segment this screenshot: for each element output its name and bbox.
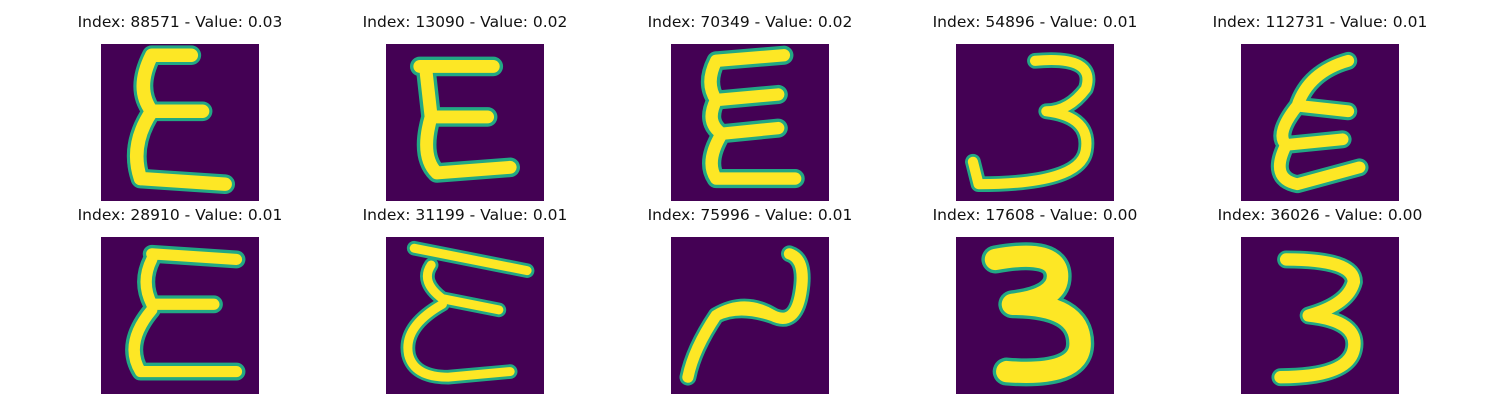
panel-title: Index: 28910 - Value: 0.01	[77, 206, 283, 224]
panel-9: Index: 17608 - Value: 0.00	[905, 203, 1165, 394]
digit-image-e	[671, 44, 829, 201]
digit-image-e	[101, 44, 259, 201]
panel-1: Index: 88571 - Value: 0.03	[50, 10, 310, 201]
panel-title: Index: 112731 - Value: 0.01	[1212, 13, 1428, 31]
digit-image-e	[386, 237, 544, 394]
panel-3: Index: 70349 - Value: 0.02	[620, 10, 880, 201]
panel-5: Index: 112731 - Value: 0.01	[1190, 10, 1450, 201]
digit-image-3	[956, 44, 1114, 201]
panel-title: Index: 54896 - Value: 0.01	[932, 13, 1138, 31]
panel-4: Index: 54896 - Value: 0.01	[905, 10, 1165, 201]
digit-image-2	[671, 237, 829, 394]
digit-image-3	[1241, 237, 1399, 394]
digit-image-e	[386, 44, 544, 201]
panel-title: Index: 75996 - Value: 0.01	[647, 206, 853, 224]
panel-8: Index: 75996 - Value: 0.01	[620, 203, 880, 394]
panel-title: Index: 70349 - Value: 0.02	[647, 13, 853, 31]
panel-2: Index: 13090 - Value: 0.02	[335, 10, 595, 201]
panel-title: Index: 36026 - Value: 0.00	[1217, 206, 1423, 224]
digit-image-e	[101, 237, 259, 394]
panel-title: Index: 17608 - Value: 0.00	[932, 206, 1138, 224]
panel-title: Index: 88571 - Value: 0.03	[77, 13, 283, 31]
panel-10: Index: 36026 - Value: 0.00	[1190, 203, 1450, 394]
panel-7: Index: 31199 - Value: 0.01	[335, 203, 595, 394]
digit-image-e	[1241, 44, 1399, 201]
panel-6: Index: 28910 - Value: 0.01	[50, 203, 310, 394]
panel-title: Index: 31199 - Value: 0.01	[362, 206, 568, 224]
digit-image-3	[956, 237, 1114, 394]
panel-title: Index: 13090 - Value: 0.02	[362, 13, 568, 31]
